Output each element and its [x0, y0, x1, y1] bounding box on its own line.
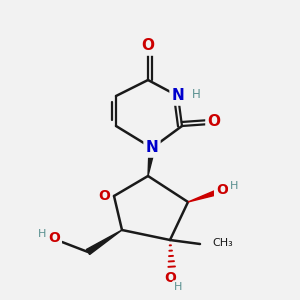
Polygon shape — [188, 190, 219, 202]
Polygon shape — [86, 230, 122, 254]
Text: O: O — [164, 271, 176, 285]
Text: H: H — [174, 282, 182, 292]
Text: O: O — [142, 38, 154, 53]
Polygon shape — [148, 148, 155, 176]
Text: CH₃: CH₃ — [212, 238, 233, 248]
Text: N: N — [172, 88, 184, 104]
Text: O: O — [216, 183, 228, 197]
Text: O: O — [208, 115, 220, 130]
Text: H: H — [38, 229, 46, 239]
Text: O: O — [98, 189, 110, 203]
Text: H: H — [230, 181, 238, 191]
Text: O: O — [48, 231, 60, 245]
Text: H: H — [192, 88, 200, 100]
Text: N: N — [146, 140, 158, 155]
